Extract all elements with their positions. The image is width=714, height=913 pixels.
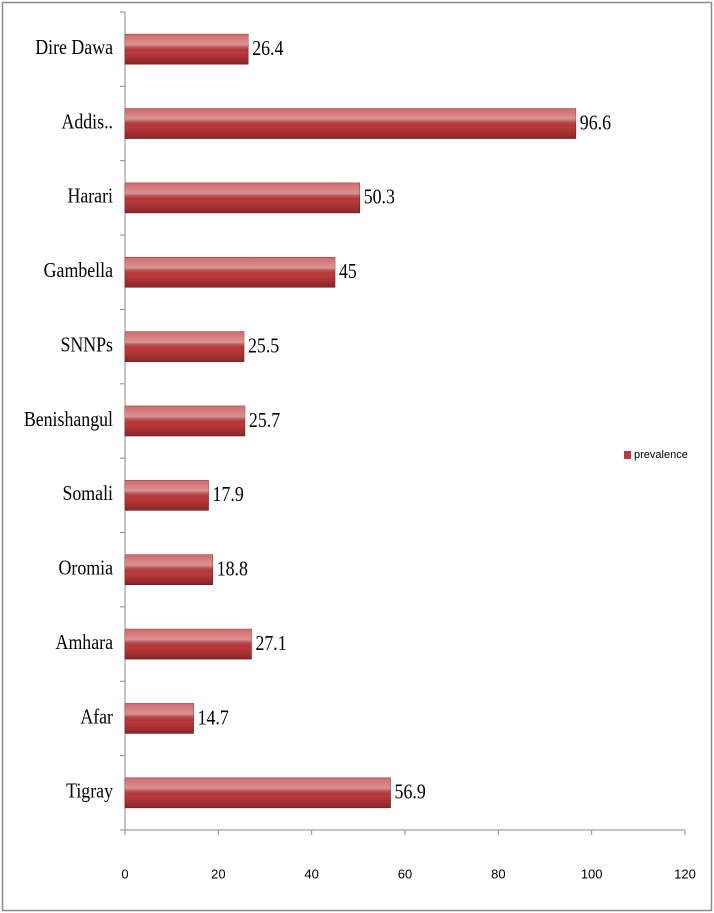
y-tick-label: Addis.. [61, 111, 113, 134]
x-tick-label: 120 [674, 866, 696, 881]
y-tick-label: Oromia [59, 557, 114, 580]
x-tick-label: 0 [121, 866, 128, 881]
bar-shine [125, 331, 244, 362]
data-label: 26.4 [252, 38, 283, 61]
y-tick-label: Amhara [56, 632, 114, 655]
bar-shine [125, 629, 252, 660]
data-label: 50.3 [364, 186, 395, 209]
data-label: 25.5 [248, 335, 279, 358]
data-label: 27.1 [255, 633, 286, 656]
x-tick-label: 100 [581, 866, 603, 881]
bar-shine [125, 406, 245, 436]
bar-shine [125, 480, 209, 511]
data-label: 96.6 [580, 112, 611, 135]
x-tick-label: 40 [304, 866, 318, 881]
data-label: 14.7 [198, 707, 229, 730]
bar-shine [125, 703, 194, 734]
data-label: 17.9 [213, 484, 244, 507]
legend-swatch [624, 451, 631, 459]
x-tick-label: 60 [398, 866, 412, 881]
y-tick-label: Somali [62, 483, 113, 506]
y-tick-label: Gambella [44, 260, 114, 283]
bar-shine [125, 777, 391, 808]
y-tick-label: Dire Dawa [35, 37, 113, 60]
bar-shine [125, 182, 360, 213]
y-tick-label: Tigray [66, 780, 113, 803]
data-label: 18.8 [217, 558, 248, 581]
data-label: 45 [339, 261, 357, 284]
data-label: 25.7 [249, 410, 280, 433]
y-tick-label: Harari [67, 185, 113, 208]
y-tick-label: SNNPs [60, 334, 113, 357]
y-tick-label: Benishangul [24, 409, 114, 432]
bar-shine [125, 34, 249, 65]
data-label: 56.9 [395, 781, 426, 804]
x-tick-label: 80 [491, 866, 505, 881]
bar-shine [125, 108, 576, 139]
legend-label: prevalence [634, 449, 688, 461]
bar-shine [125, 257, 335, 288]
x-tick-label: 20 [211, 866, 225, 881]
bar-shine [125, 554, 213, 585]
y-tick-label: Afar [80, 706, 113, 729]
